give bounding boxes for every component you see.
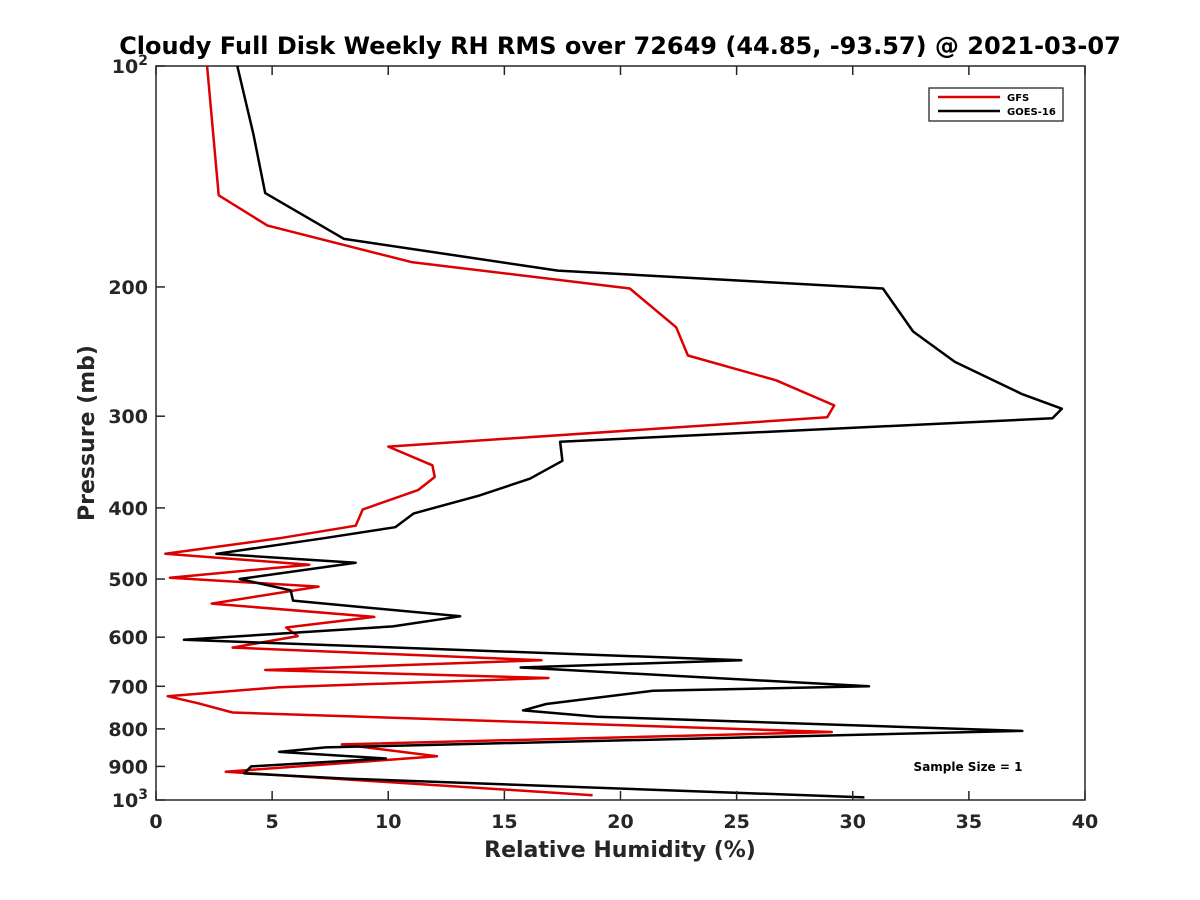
y-tick-label: 103 [112, 787, 148, 812]
x-tick-label: 25 [723, 811, 749, 833]
x-tick-label: 40 [1072, 811, 1098, 833]
y-tick-label: 700 [108, 676, 148, 698]
legend-label-gfs: GFS [1007, 93, 1029, 104]
legend-box [928, 87, 1064, 122]
series-line-gfs [164, 65, 836, 797]
x-axis: 0 5 10 15 20 25 30 35 40 [149, 66, 1098, 833]
x-tick-label: 5 [266, 811, 279, 833]
x-tick-label: 20 [607, 811, 633, 833]
y-tick-label: 600 [108, 627, 148, 649]
y-axis: 102 200 300 400 500 600 700 800 900 103 [108, 53, 165, 812]
series-line-goes16 [182, 65, 1064, 799]
plot-frame [155, 65, 1086, 801]
x-tick-label: 0 [149, 811, 162, 833]
x-axis-label: Relative Humidity (%) [484, 838, 756, 863]
x-tick-label: 15 [491, 811, 517, 833]
x-tick-label: 10 [375, 811, 401, 833]
x-tick-label: 35 [956, 811, 982, 833]
series-layer [164, 65, 1064, 799]
y-tick-label: 102 [112, 53, 148, 78]
y-tick-label: 500 [108, 569, 148, 591]
y-tick-label: 900 [108, 756, 148, 778]
legend: GFS GOES-16 [928, 87, 1064, 122]
x-tick-label: 30 [840, 811, 866, 833]
sample-size-annotation: Sample Size = 1 [914, 760, 1023, 774]
legend-label-goes16: GOES-16 [1007, 107, 1056, 118]
y-tick-label: 800 [108, 719, 148, 741]
y-tick-label: 300 [108, 406, 148, 428]
y-axis-label: Pressure (mb) [75, 345, 100, 521]
chart-title: Cloudy Full Disk Weekly RH RMS over 7264… [119, 32, 1121, 60]
y-tick-label: 200 [108, 277, 148, 299]
y-tick-label: 400 [108, 498, 148, 520]
